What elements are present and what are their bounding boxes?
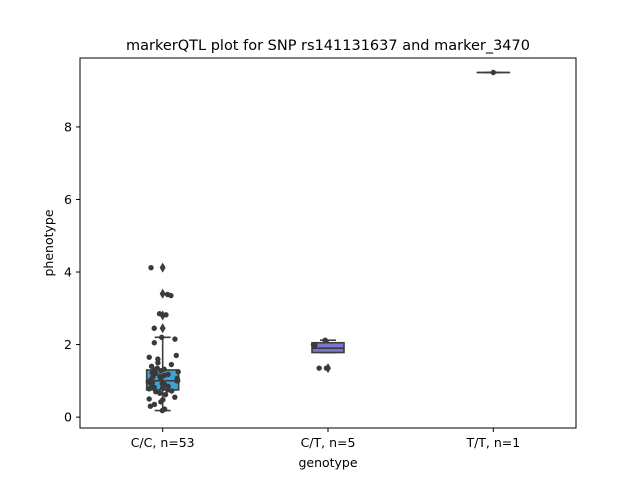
data-point [169, 362, 174, 367]
data-point [174, 353, 179, 358]
data-point [165, 372, 170, 377]
data-point [148, 265, 153, 270]
data-point [155, 365, 160, 370]
y-tick-label: 0 [64, 410, 72, 425]
x-axis-label: genotype [298, 455, 357, 470]
y-tick-label: 8 [64, 119, 72, 134]
data-point [163, 392, 168, 397]
data-point [161, 367, 166, 372]
data-point [176, 369, 181, 374]
x-tick-label: C/C, n=53 [131, 435, 195, 450]
data-point [316, 365, 321, 370]
data-point [491, 70, 496, 75]
data-point [155, 356, 160, 361]
x-tick-label: C/T, n=5 [301, 435, 356, 450]
data-point [163, 312, 168, 317]
y-tick-label: 2 [64, 337, 72, 352]
data-point [322, 338, 327, 343]
data-point [172, 394, 177, 399]
data-point [160, 397, 165, 402]
data-point [157, 311, 162, 316]
y-tick-label: 4 [64, 265, 72, 280]
data-point [165, 292, 170, 297]
data-point [324, 365, 329, 370]
data-point [147, 355, 152, 360]
y-axis-label: phenotype [41, 209, 56, 276]
x-axis: C/C, n=53 C/T, n=5 T/T, n=1 [131, 428, 521, 450]
chart-title: markerQTL plot for SNP rs141131637 and m… [126, 38, 530, 54]
data-point [152, 402, 157, 407]
y-tick-label: 6 [64, 192, 72, 207]
data-point [160, 381, 165, 386]
x-tick-label: T/T, n=1 [465, 435, 520, 450]
data-point [172, 336, 177, 341]
data-point [162, 406, 167, 411]
y-axis: 0 2 4 6 8 [64, 119, 80, 424]
data-point [152, 340, 157, 345]
data-point [159, 335, 164, 340]
data-point [311, 342, 316, 347]
data-point [149, 364, 154, 369]
data-point [152, 326, 157, 331]
data-point [146, 396, 151, 401]
data-point [175, 376, 180, 381]
